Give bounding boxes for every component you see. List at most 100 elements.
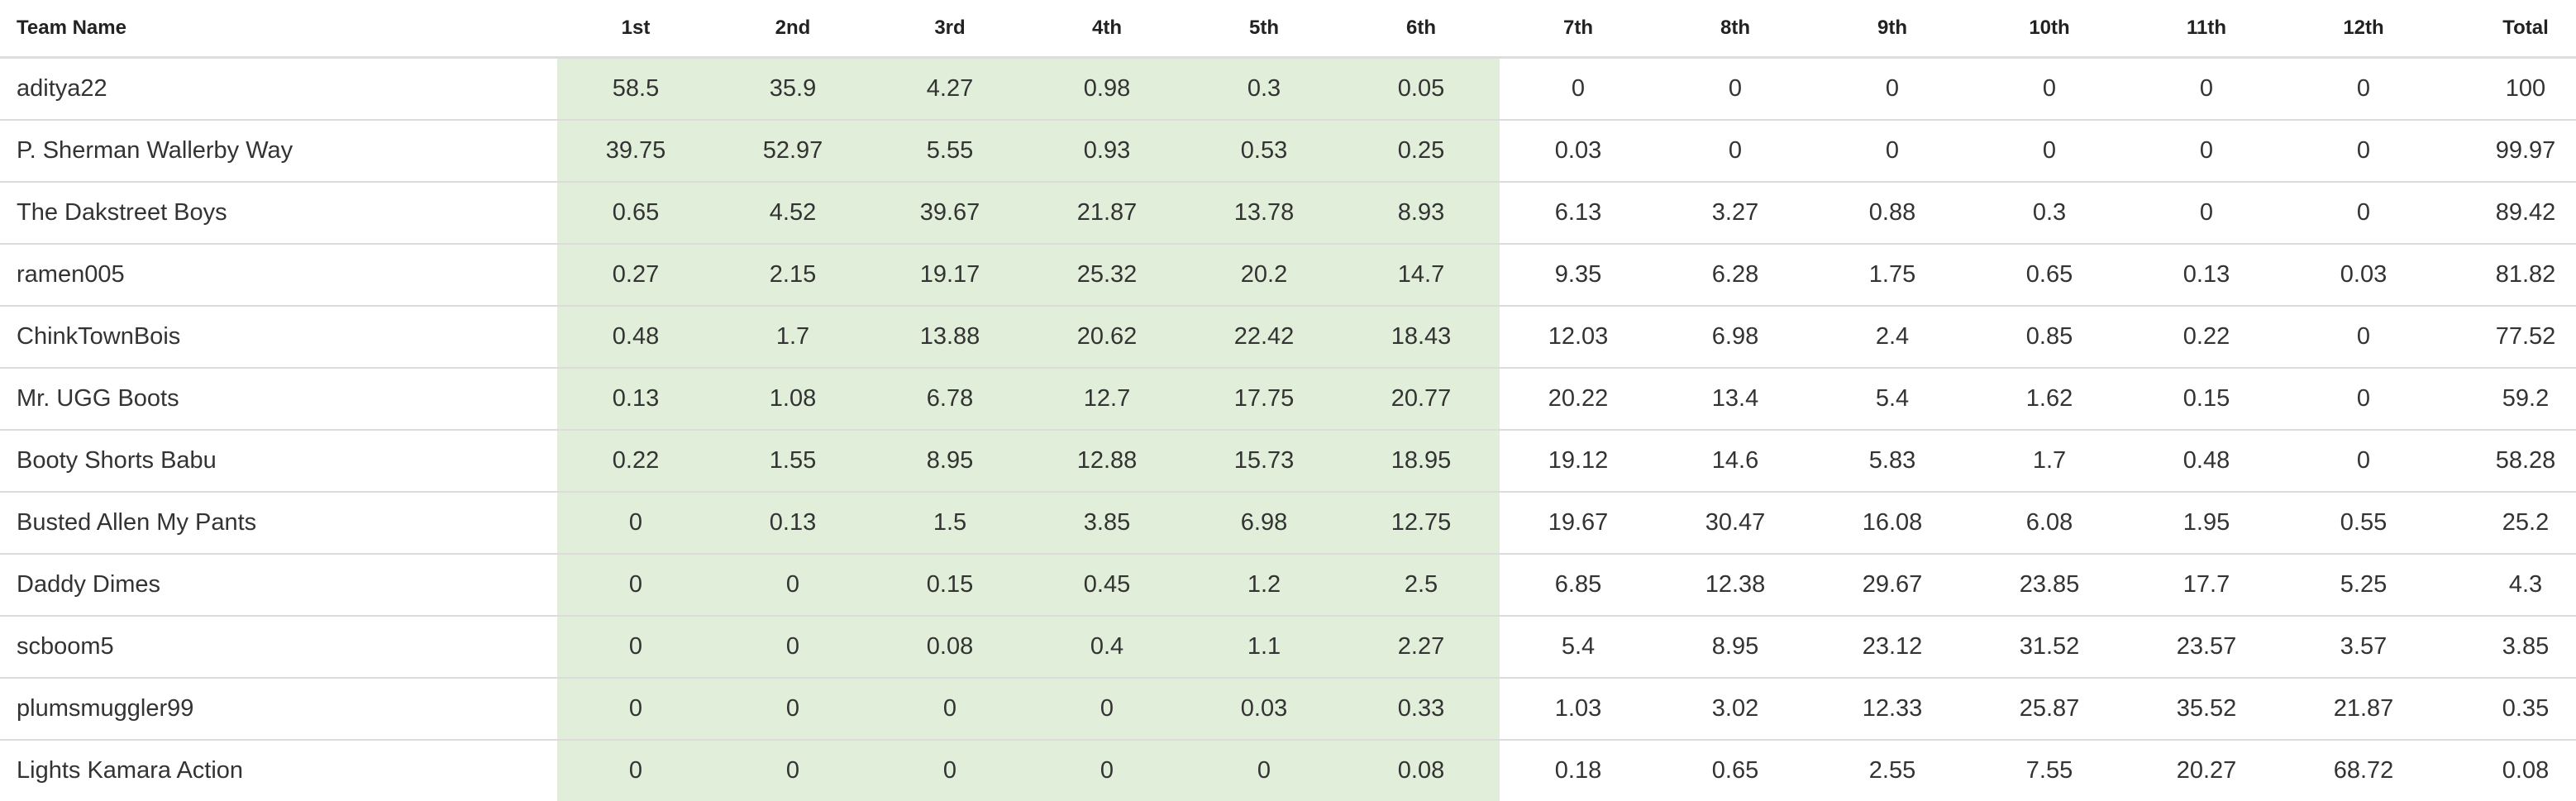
value-cell-5th: 0.3 bbox=[1185, 58, 1343, 121]
value-cell-3rd: 5.55 bbox=[871, 120, 1028, 182]
column-header-2nd: 2nd bbox=[714, 0, 871, 58]
column-header-total: Total bbox=[2442, 0, 2576, 58]
value-cell-3rd: 0.08 bbox=[871, 616, 1028, 678]
team-name-cell: plumsmuggler99 bbox=[0, 678, 557, 740]
value-cell-total: 0.08 bbox=[2442, 740, 2576, 801]
value-cell-2nd: 35.9 bbox=[714, 58, 871, 121]
value-cell-6th: 2.27 bbox=[1343, 616, 1500, 678]
value-cell-7th: 6.85 bbox=[1500, 554, 1657, 616]
value-cell-9th: 29.67 bbox=[1814, 554, 1971, 616]
value-cell-8th: 14.6 bbox=[1657, 430, 1814, 492]
value-cell-12th: 0 bbox=[2285, 430, 2442, 492]
value-cell-12th: 0 bbox=[2285, 306, 2442, 368]
value-cell-6th: 20.77 bbox=[1343, 368, 1500, 430]
value-cell-12th: 0 bbox=[2285, 120, 2442, 182]
value-cell-6th: 14.7 bbox=[1343, 244, 1500, 306]
value-cell-4th: 0 bbox=[1028, 678, 1185, 740]
value-cell-4th: 21.87 bbox=[1028, 182, 1185, 244]
value-cell-5th: 13.78 bbox=[1185, 182, 1343, 244]
value-cell-3rd: 8.95 bbox=[871, 430, 1028, 492]
value-cell-11th: 0.15 bbox=[2128, 368, 2285, 430]
value-cell-6th: 2.5 bbox=[1343, 554, 1500, 616]
value-cell-total: 99.97 bbox=[2442, 120, 2576, 182]
value-cell-9th: 16.08 bbox=[1814, 492, 1971, 554]
value-cell-11th: 0 bbox=[2128, 182, 2285, 244]
value-cell-12th: 0.03 bbox=[2285, 244, 2442, 306]
team-name-cell: Mr. UGG Boots bbox=[0, 368, 557, 430]
value-cell-5th: 0 bbox=[1185, 740, 1343, 801]
value-cell-8th: 13.4 bbox=[1657, 368, 1814, 430]
value-cell-4th: 0.4 bbox=[1028, 616, 1185, 678]
value-cell-3rd: 0 bbox=[871, 678, 1028, 740]
value-cell-4th: 12.88 bbox=[1028, 430, 1185, 492]
value-cell-8th: 0 bbox=[1657, 120, 1814, 182]
value-cell-11th: 0 bbox=[2128, 58, 2285, 121]
column-header-12th: 12th bbox=[2285, 0, 2442, 58]
value-cell-5th: 1.1 bbox=[1185, 616, 1343, 678]
value-cell-1st: 0 bbox=[557, 492, 714, 554]
value-cell-total: 100 bbox=[2442, 58, 2576, 121]
value-cell-8th: 6.28 bbox=[1657, 244, 1814, 306]
value-cell-1st: 0.65 bbox=[557, 182, 714, 244]
value-cell-1st: 0 bbox=[557, 554, 714, 616]
value-cell-12th: 0 bbox=[2285, 58, 2442, 121]
team-name-cell: scboom5 bbox=[0, 616, 557, 678]
column-header-7th: 7th bbox=[1500, 0, 1657, 58]
value-cell-5th: 17.75 bbox=[1185, 368, 1343, 430]
value-cell-3rd: 13.88 bbox=[871, 306, 1028, 368]
value-cell-7th: 0.18 bbox=[1500, 740, 1657, 801]
team-name-cell: ChinkTownBois bbox=[0, 306, 557, 368]
value-cell-12th: 0 bbox=[2285, 368, 2442, 430]
value-cell-4th: 0.93 bbox=[1028, 120, 1185, 182]
value-cell-8th: 30.47 bbox=[1657, 492, 1814, 554]
value-cell-11th: 0.22 bbox=[2128, 306, 2285, 368]
team-name-cell: The Dakstreet Boys bbox=[0, 182, 557, 244]
value-cell-7th: 0 bbox=[1500, 58, 1657, 121]
value-cell-2nd: 0 bbox=[714, 554, 871, 616]
value-cell-9th: 2.55 bbox=[1814, 740, 1971, 801]
value-cell-1st: 0.22 bbox=[557, 430, 714, 492]
value-cell-8th: 0.65 bbox=[1657, 740, 1814, 801]
value-cell-total: 89.42 bbox=[2442, 182, 2576, 244]
column-header-4th: 4th bbox=[1028, 0, 1185, 58]
column-header-10th: 10th bbox=[1971, 0, 2128, 58]
value-cell-10th: 23.85 bbox=[1971, 554, 2128, 616]
value-cell-2nd: 0.13 bbox=[714, 492, 871, 554]
value-cell-9th: 0 bbox=[1814, 58, 1971, 121]
value-cell-7th: 0.03 bbox=[1500, 120, 1657, 182]
value-cell-12th: 21.87 bbox=[2285, 678, 2442, 740]
value-cell-12th: 0.55 bbox=[2285, 492, 2442, 554]
value-cell-11th: 20.27 bbox=[2128, 740, 2285, 801]
value-cell-12th: 5.25 bbox=[2285, 554, 2442, 616]
value-cell-11th: 0.13 bbox=[2128, 244, 2285, 306]
value-cell-8th: 8.95 bbox=[1657, 616, 1814, 678]
value-cell-4th: 0 bbox=[1028, 740, 1185, 801]
value-cell-3rd: 6.78 bbox=[871, 368, 1028, 430]
value-cell-2nd: 1.55 bbox=[714, 430, 871, 492]
value-cell-4th: 20.62 bbox=[1028, 306, 1185, 368]
value-cell-12th: 68.72 bbox=[2285, 740, 2442, 801]
value-cell-1st: 0 bbox=[557, 678, 714, 740]
value-cell-9th: 12.33 bbox=[1814, 678, 1971, 740]
column-header-9th: 9th bbox=[1814, 0, 1971, 58]
column-header-1st: 1st bbox=[557, 0, 714, 58]
value-cell-10th: 0.65 bbox=[1971, 244, 2128, 306]
value-cell-5th: 22.42 bbox=[1185, 306, 1343, 368]
value-cell-7th: 6.13 bbox=[1500, 182, 1657, 244]
team-name-cell: Booty Shorts Babu bbox=[0, 430, 557, 492]
value-cell-7th: 1.03 bbox=[1500, 678, 1657, 740]
value-cell-1st: 58.5 bbox=[557, 58, 714, 121]
value-cell-11th: 0.48 bbox=[2128, 430, 2285, 492]
value-cell-10th: 31.52 bbox=[1971, 616, 2128, 678]
